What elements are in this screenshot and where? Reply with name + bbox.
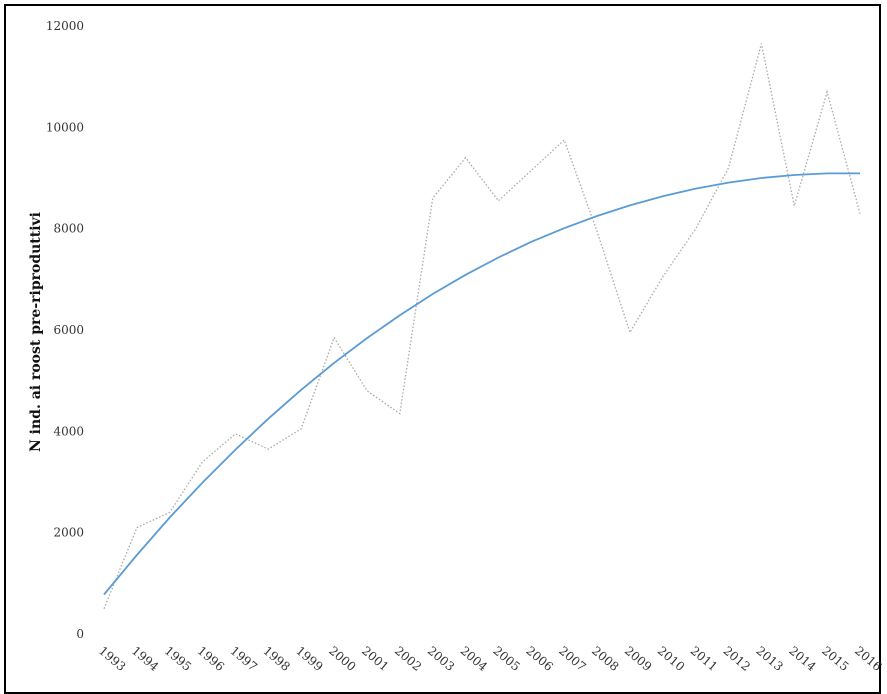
x-tick-label: 2004 — [458, 644, 491, 675]
y-tick-label: 2000 — [53, 526, 84, 540]
x-tick-label: 2005 — [491, 644, 523, 674]
series-layer — [103, 43, 861, 609]
series-line-observed — [103, 43, 861, 609]
x-tick-label: 2014 — [786, 644, 819, 675]
x-tick-label: 2009 — [622, 644, 654, 674]
x-tick-label: 1995 — [162, 644, 194, 674]
x-tick-label: 2008 — [589, 644, 621, 674]
x-tick-label: 2012 — [721, 644, 753, 674]
x-tick-label: 2003 — [425, 644, 457, 674]
x-tick-label: 1993 — [96, 644, 128, 674]
x-tick-label: 2016 — [852, 644, 884, 674]
y-tick-label: 6000 — [53, 323, 84, 337]
x-tick-label: 1997 — [228, 644, 260, 674]
x-tick-label: 2010 — [655, 644, 687, 674]
x-tick-label: 1999 — [293, 644, 325, 674]
x-axis-ticks: 1993 1994 1995 1996 1997 1998 1999 2000 2001 2002… — [96, 644, 884, 675]
y-tick-label: 8000 — [53, 222, 84, 236]
y-axis-ticks: 0 2000 4000 6000 8000 10000 12000 — [46, 19, 84, 641]
x-tick-label: 2002 — [392, 644, 424, 674]
y-tick-label: 10000 — [46, 120, 84, 134]
x-tick-label: 2007 — [556, 644, 588, 674]
x-tick-label: 2015 — [819, 644, 851, 674]
y-tick-label: 4000 — [53, 424, 84, 438]
y-axis-title: N ind. ai roost pre-riproduttivi — [28, 212, 44, 452]
y-tick-label: 12000 — [46, 19, 84, 33]
x-tick-label: 1998 — [260, 644, 292, 674]
x-tick-label: 2006 — [523, 644, 555, 674]
x-tick-label: 2011 — [688, 644, 720, 674]
y-tick-label: 0 — [76, 627, 84, 641]
x-tick-label: 1996 — [195, 644, 227, 674]
x-tick-label: 2000 — [326, 644, 358, 674]
x-tick-label: 2001 — [359, 644, 391, 674]
x-tick-label: 1994 — [129, 644, 162, 675]
chart-frame — [4, 4, 881, 694]
series-line-trend — [103, 172, 860, 596]
x-tick-label: 2013 — [753, 644, 785, 674]
